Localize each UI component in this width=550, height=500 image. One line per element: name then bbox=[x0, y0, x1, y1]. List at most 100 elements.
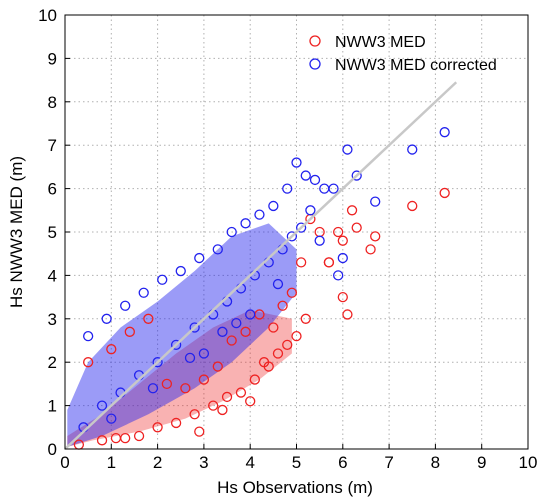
data-point-nww3-med bbox=[346, 205, 358, 216]
data-point-nww3-med bbox=[277, 300, 288, 311]
legend-marker-nww3-med bbox=[309, 35, 321, 47]
data-point-nww3-med bbox=[295, 257, 307, 268]
data-point-nww3-med bbox=[235, 387, 247, 398]
data-point-nww3-med-corrected bbox=[194, 252, 205, 264]
data-point-nww3-med bbox=[245, 396, 256, 407]
data-point-nww3-med bbox=[268, 322, 279, 333]
data-point-nww3-med bbox=[370, 231, 381, 242]
data-point-nww3-med-corrected bbox=[370, 196, 381, 207]
x-tick-label: 9 bbox=[477, 453, 486, 472]
data-point-nww3-med bbox=[258, 357, 270, 368]
data-point-nww3-med-corrected bbox=[282, 183, 293, 194]
y-tick-label: 10 bbox=[38, 6, 57, 25]
y-tick-label: 8 bbox=[48, 93, 57, 112]
data-point-nww3-med-corrected bbox=[245, 309, 256, 320]
y-tick-label: 3 bbox=[48, 310, 57, 329]
data-point-nww3-med-corrected bbox=[351, 170, 362, 181]
data-point-nww3-med-corrected bbox=[226, 226, 237, 238]
red-point-cloud bbox=[67, 310, 292, 447]
data-point-nww3-med bbox=[333, 226, 344, 238]
points-layer bbox=[73, 127, 450, 450]
data-point-nww3-med-corrected bbox=[342, 144, 353, 155]
x-tick-label: 4 bbox=[245, 453, 254, 472]
data-point-nww3-med-corrected bbox=[175, 265, 186, 277]
data-point-nww3-med bbox=[120, 432, 131, 444]
data-point-nww3-med-corrected bbox=[314, 235, 325, 246]
data-point-nww3-med bbox=[189, 409, 200, 420]
data-point-nww3-med-corrected bbox=[106, 413, 117, 424]
y-tick-label: 2 bbox=[48, 353, 57, 372]
data-point-nww3-med bbox=[143, 313, 154, 324]
data-point-nww3-med bbox=[282, 339, 293, 350]
data-point-nww3-med bbox=[133, 430, 145, 442]
data-point-nww3-med bbox=[212, 361, 223, 372]
data-point-nww3-med-corrected bbox=[254, 209, 265, 220]
data-point-nww3-med bbox=[194, 426, 205, 437]
data-point-nww3-med bbox=[337, 235, 348, 246]
data-point-nww3-med-corrected bbox=[305, 205, 316, 216]
x-tick-label: 7 bbox=[384, 453, 393, 472]
data-point-nww3-med bbox=[198, 374, 210, 385]
data-point-nww3-med bbox=[152, 422, 163, 433]
x-tick-label: 8 bbox=[431, 453, 440, 472]
data-point-nww3-med bbox=[337, 291, 348, 303]
ticks-layer: 0 1 2 3 4 5 6 7 8 9 10 0 1 2 3 4 5 6 7 8 9 10 bbox=[38, 6, 537, 472]
data-point-nww3-med bbox=[342, 309, 353, 320]
data-point-nww3-med bbox=[291, 331, 302, 342]
data-point-nww3-med-corrected bbox=[309, 174, 321, 186]
y-tick-label: 9 bbox=[48, 49, 57, 68]
data-point-nww3-med bbox=[365, 244, 376, 255]
x-tick-label: 2 bbox=[153, 453, 162, 472]
data-point-nww3-med-corrected bbox=[101, 313, 112, 324]
data-point-nww3-med bbox=[217, 404, 228, 416]
data-point-nww3-med-corrected bbox=[272, 278, 284, 290]
data-point-nww3-med-corrected bbox=[328, 183, 339, 194]
data-point-nww3-med-corrected bbox=[268, 200, 279, 212]
legend-label-nww3-med-corrected: NWW3 MED corrected bbox=[335, 57, 497, 74]
data-point-nww3-med-corrected bbox=[170, 339, 182, 350]
y-tick-label: 0 bbox=[48, 440, 57, 459]
data-point-nww3-med-corrected bbox=[217, 326, 228, 337]
data-point-nww3-med bbox=[208, 400, 219, 411]
data-point-nww3-med bbox=[170, 417, 182, 429]
data-point-nww3-med-corrected bbox=[83, 331, 94, 342]
data-point-nww3-med bbox=[323, 257, 335, 268]
data-point-nww3-med bbox=[106, 344, 117, 355]
data-point-nww3-med-corrected bbox=[138, 287, 149, 298]
x-tick-label: 0 bbox=[60, 453, 69, 472]
data-point-nww3-med bbox=[272, 348, 284, 359]
data-point-nww3-med-corrected bbox=[291, 157, 302, 168]
data-point-nww3-med-corrected bbox=[189, 322, 200, 333]
data-point-nww3-med bbox=[240, 326, 251, 337]
data-point-nww3-med-corrected bbox=[184, 352, 196, 364]
x-tick-label: 5 bbox=[292, 453, 301, 472]
data-point-nww3-med bbox=[286, 287, 298, 298]
data-point-nww3-med bbox=[124, 326, 135, 337]
data-point-nww3-med bbox=[249, 374, 260, 385]
data-point-nww3-med-corrected bbox=[147, 383, 159, 394]
data-point-nww3-med bbox=[83, 357, 94, 368]
data-point-nww3-med bbox=[300, 313, 311, 324]
y-tick-label: 5 bbox=[48, 223, 57, 242]
x-tick-label: 10 bbox=[519, 453, 538, 472]
data-point-nww3-med-corrected bbox=[198, 348, 210, 359]
y-tick-label: 4 bbox=[48, 266, 57, 285]
y-tick-label: 1 bbox=[48, 397, 57, 416]
data-point-nww3-med-corrected bbox=[212, 244, 223, 255]
data-point-nww3-med-corrected bbox=[240, 218, 251, 229]
data-point-nww3-med-corrected bbox=[439, 127, 450, 138]
data-point-nww3-med-corrected bbox=[337, 252, 348, 264]
data-point-nww3-med-corrected bbox=[300, 170, 311, 181]
data-point-nww3-med bbox=[226, 335, 237, 346]
data-point-nww3-med-corrected bbox=[96, 400, 108, 411]
legend: NWW3 MED NWW3 MED corrected bbox=[309, 34, 497, 74]
data-point-nww3-med-corrected bbox=[120, 300, 131, 311]
data-point-nww3-med-corrected bbox=[231, 317, 242, 329]
data-point-nww3-med bbox=[161, 378, 173, 390]
data-point-nww3-med bbox=[221, 391, 233, 403]
data-point-nww3-med-corrected bbox=[286, 231, 298, 242]
data-point-nww3-med bbox=[439, 187, 450, 199]
data-point-nww3-med-corrected bbox=[152, 357, 163, 368]
